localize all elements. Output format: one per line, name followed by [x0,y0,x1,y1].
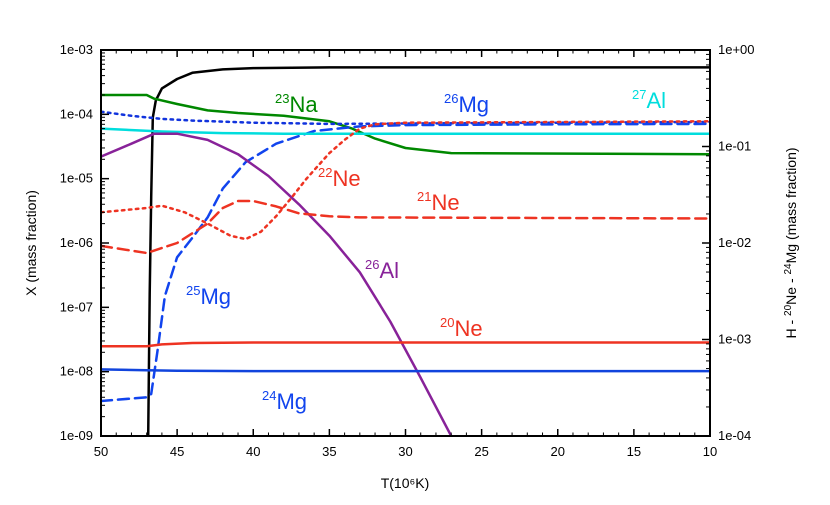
series-line-mg24 [101,368,710,373]
y-left-tick-label: 1e-03 [60,42,93,57]
y-left-tick-label: 1e-07 [60,299,93,314]
y-left-axis-title: X (mass fraction) [23,190,39,296]
series-line-mg26 [101,110,710,126]
series-label-mass-number: 20 [440,315,454,330]
x-tick-label: 10 [703,444,717,459]
series-label-mass-number: 22 [318,165,332,180]
series-line-h [146,66,710,436]
series-line-mg25 [101,122,710,403]
y-right-title-sup: 24 [783,263,794,275]
x-tick-label: 45 [170,444,184,459]
series-label-element: Ne [431,190,459,215]
series-label-mass-number: 24 [262,388,276,403]
y-right-title-part: Mg (mass fraction) [783,147,799,263]
series-label-ne20: 20Ne [440,315,483,341]
y-right-tick-label: 1e-03 [718,332,751,347]
series-label-mg25: 25Mg [186,283,231,309]
series-layer [101,66,710,436]
series-label-mass-number: 26 [444,91,458,106]
y-right-tick-label: 1e-04 [718,428,751,443]
series-line-al27 [101,127,710,135]
x-tick-label: 25 [474,444,488,459]
x-tick-label: 40 [246,444,260,459]
series-line-na23 [101,93,710,156]
y-left-tick-label: 1e-05 [60,171,93,186]
series-label-mass-number: 26 [365,257,379,272]
series-label-element: Mg [458,92,489,117]
series-label-element: Ne [332,166,360,191]
series-label-al26: 26Al [365,257,399,283]
series-label-mass-number: 23 [275,91,289,106]
y-right-axis-title: H - 20Ne - 24Mg (mass fraction) [783,147,799,338]
y-right-tick-label: 1e-01 [718,139,751,154]
y-left-tick-label: 1e-06 [60,235,93,250]
series-label-mass-number: 27 [632,87,646,102]
series-label-element: Mg [200,284,231,309]
y-right-title-part: Ne - [783,275,799,305]
y-right-title-part: H - [783,316,799,339]
series-label-na23: 23Na [275,91,318,117]
series-line-ne22 [101,120,710,241]
x-axis-title: T(10⁶K) [381,475,430,491]
series-line-ne21 [101,199,710,255]
series-label-mg26: 26Mg [444,91,489,117]
series-label-element: Ne [454,316,482,341]
ticks-layer: 50 45 40 35 30 25 20 15 10 1e-09 1e-08 1e-07 1e-06 1e… [60,42,755,459]
series-label-mass-number: 21 [417,189,431,204]
y-right-tick-label: 1e+00 [718,42,755,57]
series-line-al26 [101,132,453,436]
x-tick-label: 35 [322,444,336,459]
series-label-al27: 27Al [632,87,666,113]
series-line-ne20 [101,341,710,348]
series-label-element: Mg [276,389,307,414]
y-left-tick-label: 1e-09 [60,428,93,443]
y-right-tick-label: 1e-02 [718,235,751,250]
x-tick-label: 20 [551,444,565,459]
series-label-mg24: 24Mg [262,388,307,414]
series-label-ne22: 22Ne [318,165,361,191]
series-label-element: Na [289,92,318,117]
y-left-tick-label: 1e-04 [60,106,93,121]
series-label-element: Al [379,258,399,283]
y-left-tick-label: 1e-08 [60,364,93,379]
series-label-ne21: 21Ne [417,189,460,215]
series-label-mass-number: 25 [186,283,200,298]
x-tick-label: 30 [398,444,412,459]
x-tick-label: 15 [627,444,641,459]
x-tick-label: 50 [94,444,108,459]
series-label-element: Al [646,88,666,113]
y-right-title-sup: 20 [783,304,794,316]
